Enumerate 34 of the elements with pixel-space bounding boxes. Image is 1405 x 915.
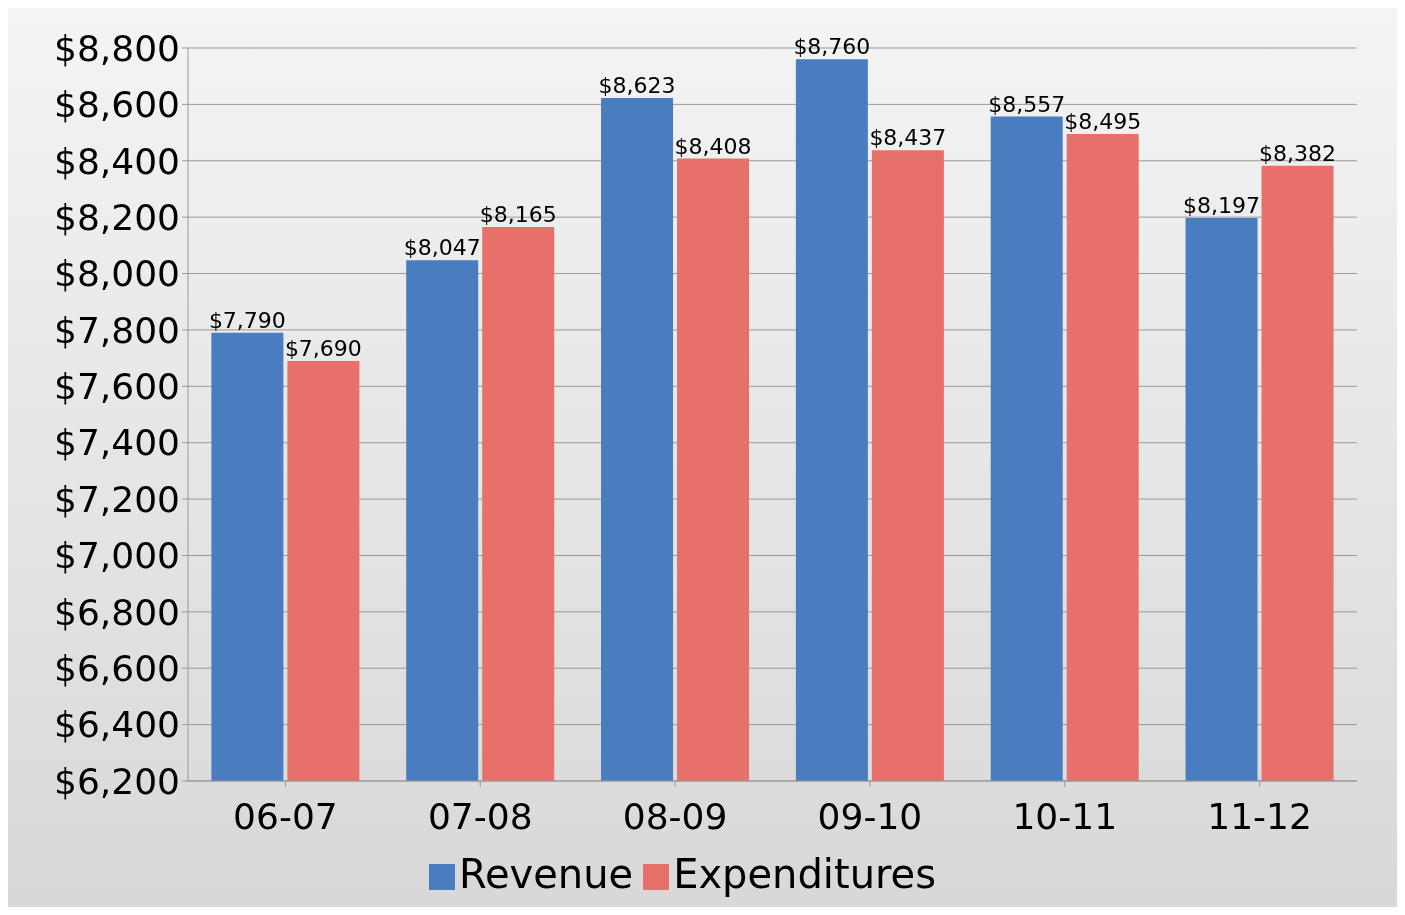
x-tick-label: 07-08 [427, 795, 533, 837]
y-tick-label: $7,600 [54, 366, 180, 408]
data-label: $8,197 [1183, 193, 1261, 218]
x-tick-label: 08-09 [622, 795, 728, 837]
y-tick-label: $6,600 [54, 648, 180, 690]
x-tick-label: 11-12 [1207, 795, 1312, 837]
y-tick-label: $7,800 [54, 309, 180, 351]
x-tick-label: 06-07 [233, 795, 338, 837]
x-tick-label: 09-10 [817, 795, 923, 837]
data-label: $8,408 [674, 133, 752, 159]
data-label: $8,557 [988, 91, 1066, 117]
legend-label: Expenditures [673, 851, 937, 897]
legend-label: Revenue [458, 851, 634, 897]
data-label: $8,760 [793, 34, 871, 60]
data-label: $8,382 [1259, 140, 1337, 166]
y-tick-label: $8,200 [54, 196, 180, 238]
y-tick-label: $8,800 [54, 27, 180, 69]
data-label: $7,790 [208, 307, 286, 333]
data-label: $8,437 [869, 125, 947, 151]
y-tick-label: $6,200 [54, 760, 180, 802]
data-label: $8,165 [479, 202, 557, 228]
x-tick-label: 10-11 [1012, 795, 1118, 837]
y-tick-label: $8,600 [54, 84, 180, 126]
y-tick-label: $6,400 [54, 704, 180, 746]
y-tick-label: $8,400 [54, 140, 180, 182]
data-label: $8,495 [1064, 108, 1142, 134]
data-label: $8,047 [403, 235, 481, 261]
y-tick-label: $7,200 [54, 478, 180, 520]
y-tick-label: $7,400 [54, 422, 180, 464]
y-tick-label: $6,800 [54, 591, 180, 633]
y-tick-label: $7,000 [54, 535, 180, 577]
data-label: $7,690 [284, 335, 362, 361]
y-tick-label: $8,000 [54, 253, 180, 295]
data-label: $8,623 [598, 72, 676, 98]
